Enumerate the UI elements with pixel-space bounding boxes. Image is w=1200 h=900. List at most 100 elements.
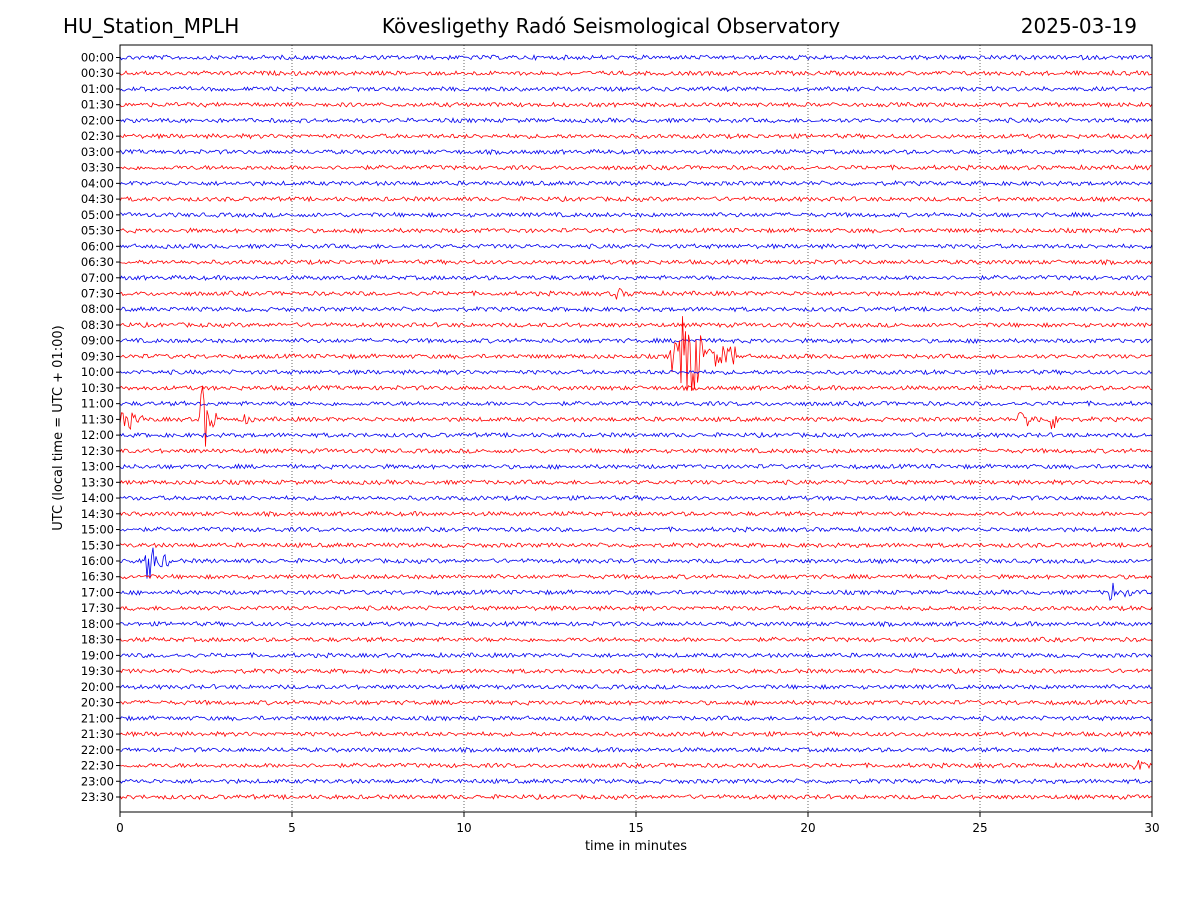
trace-0500 [119,211,1153,218]
y-tick-label: 04:00 [81,176,114,190]
x-tick-label: 25 [972,821,987,835]
y-tick-label: 10:00 [81,365,114,379]
trace-1000 [119,368,1153,376]
trace-0300 [119,148,1153,156]
y-tick-label: 16:00 [81,554,114,568]
trace-1200 [119,431,1153,439]
y-tick-label: 08:30 [81,318,114,332]
trace-1330 [119,479,1153,486]
x-tick-label: 0 [116,821,124,835]
trace-1500 [119,525,1153,533]
y-tick-label: 20:00 [81,680,114,694]
y-tick-label: 13:30 [81,475,114,489]
trace-series [119,54,1153,801]
y-tick-label: 17:30 [81,601,114,615]
trace-0230 [119,132,1153,140]
trace-0000 [119,54,1153,62]
y-tick-label: 22:30 [81,759,114,773]
y-tick-label: 07:00 [81,271,114,285]
trace-2230 [119,760,1153,771]
trace-2000 [119,683,1153,691]
y-tick-label: 09:00 [81,334,114,348]
y-tick-label: 13:00 [81,460,114,474]
y-tick-label: 04:30 [81,192,114,206]
trace-0730 [119,287,1153,300]
trace-0100 [119,85,1153,93]
y-tick-label: 21:00 [81,711,114,725]
trace-1600 [119,547,1153,579]
y-tick-label: 09:30 [81,349,114,363]
trace-0130 [119,101,1153,108]
trace-0800 [119,305,1153,313]
trace-1800 [119,620,1153,628]
trace-0030 [119,69,1153,77]
trace-1730 [119,605,1153,612]
y-tick-label: 14:00 [81,491,114,505]
trace-0200 [119,117,1153,124]
plot-frame [119,44,1153,813]
y-tick-label: 00:00 [81,51,114,65]
station-name: HU_Station_MPLH [63,14,240,38]
trace-1830 [119,636,1153,643]
y-tick-label: 22:00 [81,743,114,757]
y-tick-label: 03:30 [81,161,114,175]
y-tick-label: 19:30 [81,664,114,678]
y-tick-label: 02:00 [81,113,114,127]
trace-1700 [119,582,1153,601]
x-tick-label: 15 [628,821,643,835]
y-tick-label: 16:30 [81,570,114,584]
y-tick-label: 08:00 [81,302,114,316]
y-tick-label: 20:30 [81,696,114,710]
trace-2130 [119,730,1153,738]
trace-1300 [119,463,1153,470]
observatory-title: Kövesligethy Radó Seismological Observat… [381,14,841,38]
y-tick-label: 23:30 [81,790,114,804]
trace-2200 [119,746,1153,754]
y-tick-label: 18:30 [81,633,114,647]
y-tick-label: 06:30 [81,255,114,269]
trace-0930 [119,316,1153,391]
trace-1130 [119,386,1153,447]
y-tick-label: 14:30 [81,507,114,521]
trace-2300 [119,777,1153,785]
y-tick-label: 17:00 [81,585,114,599]
trace-1900 [119,651,1153,659]
trace-0430 [119,195,1153,203]
y-tick-label: 00:30 [81,66,114,80]
y-tick-label: 10:30 [81,381,114,395]
trace-0330 [119,164,1153,171]
trace-0530 [119,227,1153,234]
y-tick-label: 03:00 [81,145,114,159]
trace-1400 [119,494,1153,502]
trace-2030 [119,699,1153,706]
trace-1100 [119,400,1153,407]
trace-2100 [119,715,1153,722]
y-tick-label: 01:00 [81,82,114,96]
trace-2330 [119,793,1153,801]
y-tick-label: 01:30 [81,98,114,112]
y-tick-label: 07:30 [81,287,114,301]
x-tick-label: 30 [1144,821,1159,835]
y-tick-label: 11:30 [81,412,114,426]
trace-1530 [119,541,1153,549]
y-tick-label: 05:30 [81,224,114,238]
x-tick-label: 20 [800,821,815,835]
y-tick-label: 15:00 [81,523,114,537]
x-tick-label: 10 [456,821,471,835]
trace-0400 [119,180,1153,187]
record-date: 2025-03-19 [1020,14,1137,38]
y-tick-label: 23:00 [81,774,114,788]
y-tick-label: 02:30 [81,129,114,143]
y-tick-label: 18:00 [81,617,114,631]
trace-0900 [119,337,1153,345]
y-tick-label: 06:00 [81,239,114,253]
y-tick-label: 05:00 [81,208,114,222]
y-tick-label: 12:30 [81,444,114,458]
trace-0630 [119,258,1153,266]
trace-1430 [119,510,1153,518]
y-tick-label: 12:00 [81,428,114,442]
x-axis-label: time in minutes [585,839,687,854]
trace-0830 [119,321,1153,329]
